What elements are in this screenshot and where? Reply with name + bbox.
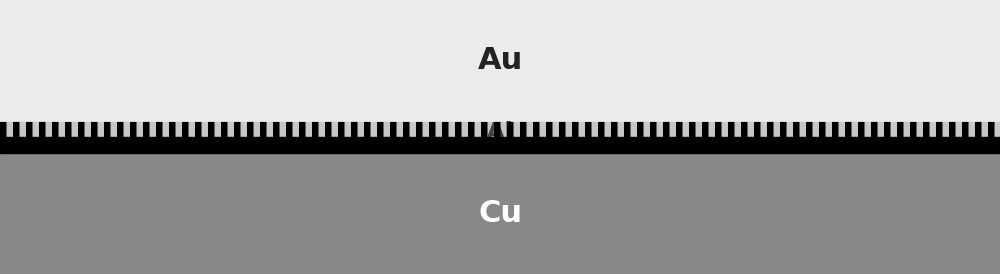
Text: Au: Au — [477, 46, 523, 75]
Bar — [0, 122, 1000, 148]
Text: Cu: Cu — [478, 199, 522, 228]
Bar — [0, 153, 1000, 274]
Bar — [0, 137, 1000, 153]
Text: Al: Al — [486, 121, 514, 145]
Polygon shape — [0, 122, 1000, 153]
Bar — [0, 0, 1000, 122]
